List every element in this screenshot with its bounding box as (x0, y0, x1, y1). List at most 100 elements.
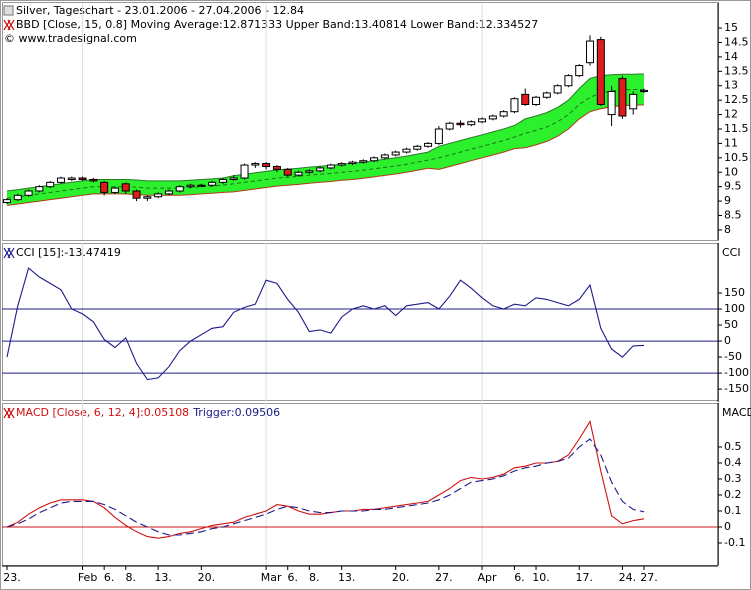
candle-body (110, 187, 119, 193)
candle-body (380, 154, 389, 159)
x-tick-label: 6. (104, 571, 115, 584)
candle-body (197, 184, 206, 187)
y-tick-label: 0.4 (724, 456, 742, 469)
y-tick-label: 12 (724, 108, 738, 121)
candle-body (510, 98, 519, 113)
candle-body (67, 177, 76, 180)
y-tick-label: 14 (724, 50, 738, 63)
legend-entry: Trigger:0.09506 (192, 406, 280, 419)
candle-body (24, 190, 33, 196)
y-tick-label: 0 (724, 334, 731, 347)
candle-body (164, 190, 173, 195)
candle-body (316, 167, 325, 172)
chart-title: Silver, Tageschart - 23.01.2006 - 27.04.… (16, 4, 304, 17)
y-tick-label: 8.5 (724, 209, 742, 222)
candle-body (424, 142, 433, 147)
upper-band (6, 73, 645, 192)
bbd-icon (3, 19, 15, 31)
candle-body (229, 177, 238, 180)
y-tick-label: 0.3 (724, 472, 742, 485)
axis-label: CCI (722, 246, 741, 259)
x-tick-label: Apr (478, 571, 498, 584)
y-tick-label: 50 (724, 318, 738, 331)
y-tick-label: 13 (724, 79, 738, 92)
x-tick-label: Mar (261, 571, 282, 584)
candle-body (607, 91, 616, 116)
y-tick-label: 150 (724, 286, 745, 299)
y-tick-label: 13.5 (724, 64, 749, 77)
axis-label: MACD (722, 406, 751, 419)
x-tick-label: 24. (619, 571, 637, 584)
y-tick-label: -150 (724, 382, 749, 395)
y-tick-label: -0.1 (724, 536, 745, 549)
x-tick-label: 17. (575, 571, 593, 584)
candle-body (46, 181, 55, 188)
candle-body (596, 39, 605, 105)
x-tick-label: 8. (309, 571, 320, 584)
candle-body (251, 163, 260, 166)
candle-body (348, 161, 357, 165)
y-tick-label: -50 (724, 350, 742, 363)
candle-body (262, 163, 271, 167)
candle-body (3, 199, 11, 204)
x-tick-label: 8. (126, 571, 137, 584)
y-tick-label: 8 (724, 223, 731, 236)
candle-body (208, 181, 217, 186)
candle-body (294, 171, 303, 176)
candle-body (542, 92, 551, 98)
y-tick-label: 14.5 (724, 35, 749, 48)
macd-icon (3, 407, 15, 419)
series-line (6, 267, 645, 381)
y-tick-label: 0.2 (724, 488, 742, 501)
candle-body (326, 164, 335, 169)
candle-body (240, 164, 249, 179)
y-tick-label: 9 (724, 194, 731, 207)
x-tick-label: Feb (78, 571, 97, 584)
indicator-label: BBD [Close, 15, 0.8] Moving Average:12.8… (16, 18, 538, 31)
x-tick-label: 20. (392, 571, 410, 584)
candle-body (640, 89, 648, 93)
candle-body (78, 177, 87, 180)
candle-body (337, 163, 346, 166)
y-tick-label: 9.5 (724, 180, 742, 193)
candle-body (305, 170, 314, 173)
x-tick-label: 27. (640, 571, 658, 584)
candle-body (13, 194, 22, 201)
candle-body (391, 151, 400, 156)
y-tick-label: 100 (724, 302, 745, 315)
candle-body (186, 184, 195, 188)
candle-body (175, 186, 184, 192)
candle-body (434, 128, 443, 144)
candle-body (586, 40, 595, 64)
candle-body (121, 183, 130, 192)
symbol-icon (3, 5, 14, 16)
candle-body (618, 78, 627, 117)
candle-body (402, 148, 411, 153)
legend-entry: CCI [15]:-13.47419 (16, 246, 121, 259)
lower-band (6, 104, 645, 206)
candle-body (445, 122, 454, 130)
candle-body (218, 178, 227, 183)
cci-icon (3, 247, 15, 259)
y-tick-label: 0.1 (724, 504, 742, 517)
y-tick-label: 11 (724, 136, 738, 149)
band-area (7, 74, 644, 206)
legend-entry: MACD [Close, 6, 12, 4]:0.05108 (16, 406, 189, 419)
moving-average (6, 89, 644, 199)
candle-body (56, 177, 65, 183)
series-line (6, 419, 645, 539)
y-tick-label: 0 (724, 520, 731, 533)
candle-body (272, 165, 281, 170)
legend: MACD [Close, 6, 12, 4]:0.05108 Trigger:0.… (16, 406, 280, 419)
y-tick-label: 10 (724, 165, 738, 178)
candle-body (521, 93, 530, 105)
x-tick-label: 6. (514, 571, 525, 584)
candle-body (359, 160, 368, 163)
x-tick-label: 6. (287, 571, 298, 584)
candle-body (283, 168, 292, 176)
candle-body (629, 93, 638, 110)
candle-body (370, 157, 379, 162)
series-line (6, 438, 645, 536)
candle-body (35, 186, 44, 192)
